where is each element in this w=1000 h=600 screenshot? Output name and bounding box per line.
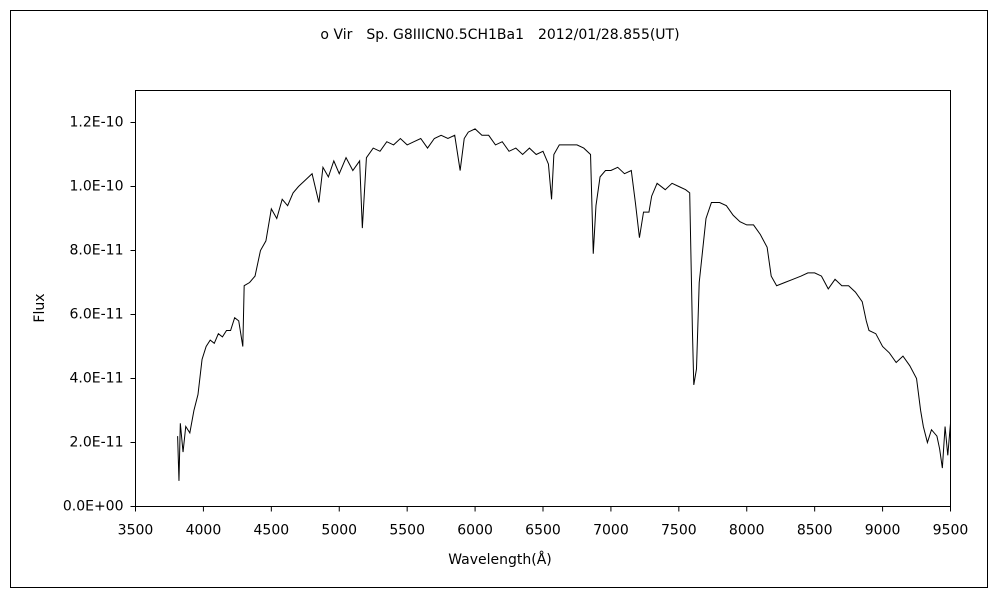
spectrum-line <box>177 128 951 481</box>
y-tick-label: 1.0E-10 <box>70 179 124 195</box>
y-tick-label: 1.2E-10 <box>70 115 124 131</box>
x-tick-label: 4000 <box>186 523 222 539</box>
y-tick-label: 6.0E-11 <box>70 307 124 323</box>
y-tick-label: 2.0E-11 <box>70 435 124 451</box>
chart-border <box>10 10 988 588</box>
x-tick-label: 5500 <box>389 523 425 539</box>
x-tick-label: 6000 <box>457 523 493 539</box>
y-tick-label: 4.0E-11 <box>70 371 124 387</box>
x-tick-label: 6500 <box>525 523 561 539</box>
y-axis-label: Flux <box>32 293 48 322</box>
x-tick-label: 7000 <box>593 523 629 539</box>
chart-title: ο Vir Sp. G8IIICN0.5CH1Ba1 2012/01/28.85… <box>320 27 679 43</box>
x-tick-label: 3500 <box>118 523 154 539</box>
x-tick-label: 8500 <box>797 523 833 539</box>
x-tick-label: 7500 <box>661 523 697 539</box>
x-axis-label: Wavelength(Å) <box>448 551 552 568</box>
x-tick-label: 8000 <box>729 523 765 539</box>
x-tick-label: 9500 <box>933 523 969 539</box>
y-tick-label: 0.0E+00 <box>63 499 124 515</box>
x-tick-label: 5000 <box>321 523 357 539</box>
x-tick-label: 9000 <box>865 523 901 539</box>
y-tick-label: 8.0E-11 <box>70 243 124 259</box>
x-tick-label: 4500 <box>254 523 290 539</box>
